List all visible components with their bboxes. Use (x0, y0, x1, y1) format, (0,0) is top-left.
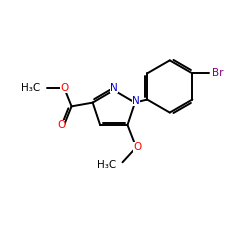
Text: N: N (132, 96, 140, 106)
Text: O: O (60, 83, 68, 93)
Text: H₃C: H₃C (21, 83, 40, 93)
Text: N: N (110, 84, 118, 94)
Text: Br: Br (212, 68, 224, 78)
Text: O: O (133, 142, 141, 152)
Text: O: O (57, 120, 65, 130)
Text: H₃C: H₃C (97, 160, 116, 170)
